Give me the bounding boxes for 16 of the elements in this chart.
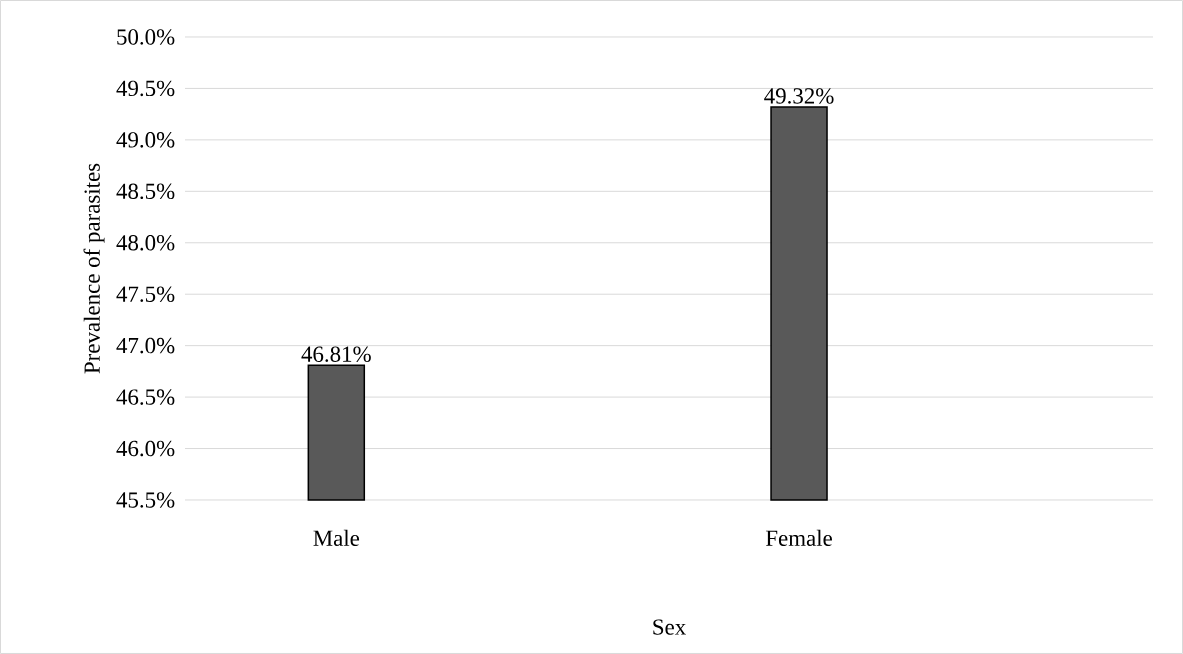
y-tick-label: 47.0% bbox=[116, 337, 175, 354]
y-axis-title: Prevalence of parasites bbox=[83, 163, 105, 374]
x-tick-label: Male bbox=[313, 529, 360, 546]
y-tick-label: 45.5% bbox=[116, 492, 175, 508]
y-tick-label: 46.0% bbox=[116, 440, 175, 457]
y-tick-label: 49.5% bbox=[116, 80, 175, 97]
y-tick-label: 49.0% bbox=[116, 132, 175, 148]
y-tick-label: 46.5% bbox=[116, 389, 175, 405]
x-tick-label: Female bbox=[765, 529, 832, 546]
y-tick-label: 47.5% bbox=[116, 286, 175, 302]
y-tick-label: 48.0% bbox=[116, 234, 175, 251]
data-label: 46.81% bbox=[301, 346, 371, 363]
x-axis-title: Sex bbox=[653, 619, 686, 635]
data-label: 49.32% bbox=[764, 88, 834, 104]
y-tick-label: 50.0% bbox=[117, 29, 175, 45]
y-tick-label: 48.5% bbox=[116, 183, 175, 200]
